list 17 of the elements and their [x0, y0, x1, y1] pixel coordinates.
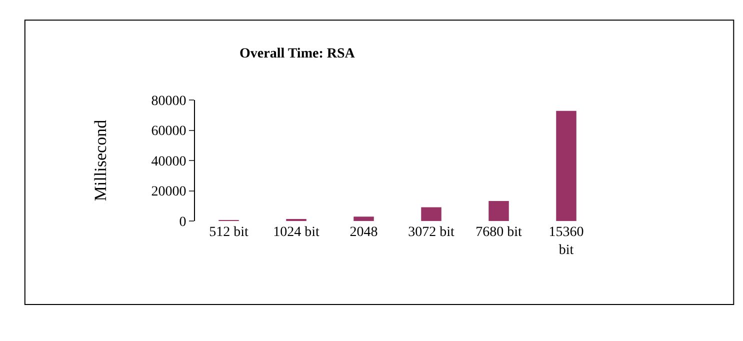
y-tick-label: 60000 [151, 124, 186, 140]
chart-title: Overall Time: RSA [240, 46, 356, 62]
y-tick-label: 80000 [151, 94, 186, 109]
bar [488, 201, 509, 221]
bar [354, 216, 374, 221]
x-tick-label: 512 bit [209, 225, 248, 240]
bar [421, 207, 442, 221]
x-tick-label: 3072 bit [408, 225, 454, 240]
y-tick-label: 0 [179, 214, 186, 230]
y-tick-label: 20000 [151, 184, 186, 200]
bar [556, 110, 576, 221]
y-axis-title: Millisecond [90, 119, 110, 202]
x-tick-label: 2048 [350, 225, 378, 240]
x-tick-label: 7680 bit [476, 225, 522, 240]
y-tick-label: 40000 [151, 154, 186, 170]
x-tick-label: 1024 bit [273, 225, 320, 240]
x-tick-label: 15360 bit [548, 225, 584, 258]
